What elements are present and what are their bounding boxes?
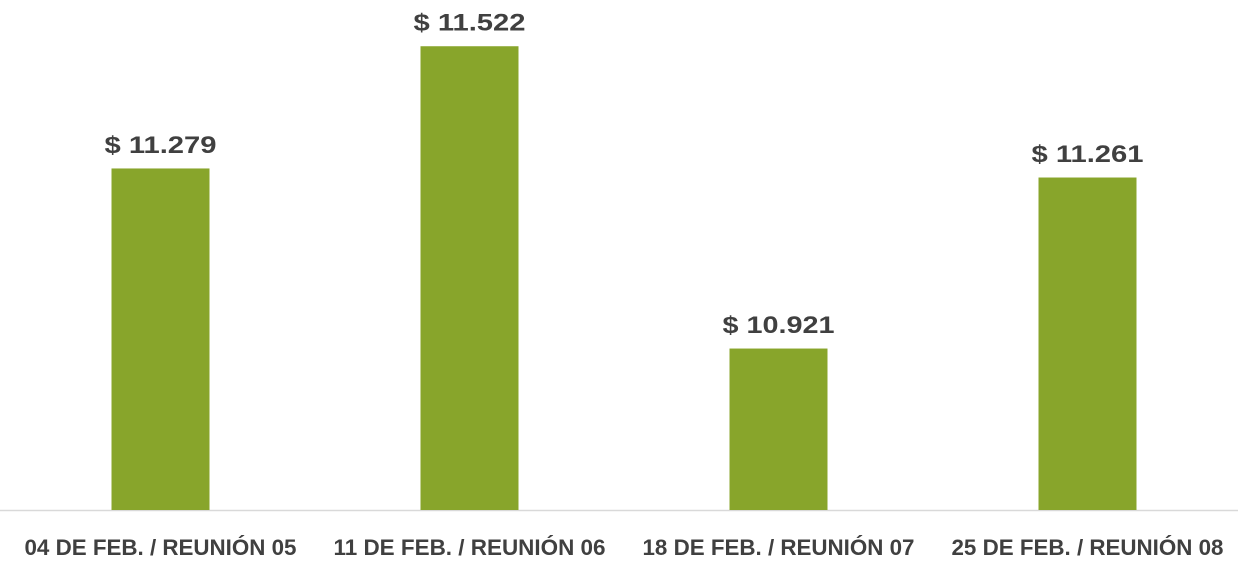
x-tick-label: 04 DE FEB. / REUNIÓN 05 [25, 535, 297, 560]
data-label: $ 10.921 [723, 312, 835, 339]
data-label: $ 11.522 [414, 10, 526, 37]
bar [420, 46, 519, 510]
x-tick-label: 11 DE FEB. / REUNIÓN 06 [334, 535, 606, 560]
bar [111, 168, 210, 510]
data-label: $ 11.261 [1032, 141, 1144, 168]
bar [1038, 177, 1137, 510]
bar [729, 348, 828, 510]
data-label: $ 11.279 [105, 132, 217, 159]
x-tick-label: 18 DE FEB. / REUNIÓN 07 [643, 535, 915, 560]
x-tick-label: 25 DE FEB. / REUNIÓN 08 [952, 535, 1224, 560]
